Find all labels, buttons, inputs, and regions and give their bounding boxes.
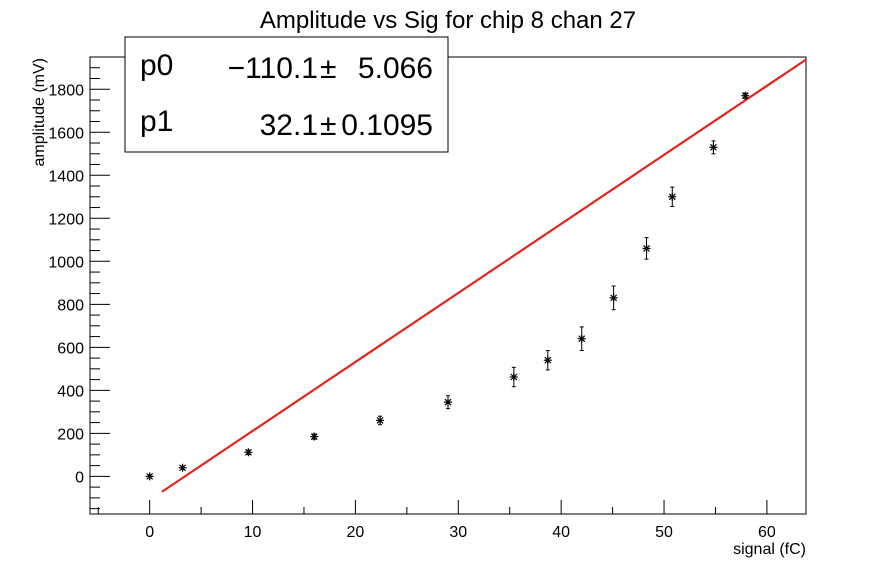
x-tick-label: 50	[655, 524, 673, 541]
marker-stroke	[245, 448, 252, 456]
marker-stroke	[510, 373, 518, 381]
stats-p0-pm: ±	[320, 52, 336, 85]
marker-stroke	[179, 464, 187, 472]
stats-p1-pm: ±	[320, 109, 336, 142]
data-points	[145, 91, 750, 481]
data-point	[543, 350, 552, 371]
y-tick-label: 600	[57, 340, 84, 357]
y-tick-label: 200	[57, 426, 84, 443]
marker-stroke	[643, 244, 650, 252]
x-tick-label: 30	[449, 524, 467, 541]
data-point	[668, 186, 677, 207]
data-point	[509, 366, 518, 388]
data-point	[244, 448, 253, 457]
stats-p1-value: 32.1	[260, 109, 318, 142]
y-tick-label: 0	[75, 469, 84, 486]
stats-p0-error: 5.066	[358, 52, 433, 85]
y-tick-label: 1800	[48, 82, 84, 99]
stats-p1-error: 0.1095	[341, 109, 433, 142]
y-axis-label: amplitude (mV)	[31, 58, 48, 166]
x-axis-label: signal (fC)	[733, 541, 806, 558]
marker-stroke	[668, 193, 676, 201]
y-tick-label: 400	[57, 383, 84, 400]
stats-p0-value: −110.1	[228, 52, 318, 85]
x-tick-label: 40	[552, 524, 570, 541]
marker-stroke	[376, 417, 384, 424]
marker-stroke	[146, 472, 154, 480]
data-point	[444, 395, 452, 410]
data-point	[376, 415, 385, 426]
y-tick-label: 1400	[48, 168, 84, 185]
data-point	[642, 237, 651, 260]
y-tick-label: 1000	[48, 254, 84, 271]
y-tick-label: 1200	[48, 211, 84, 228]
data-point	[741, 91, 750, 100]
marker-stroke	[578, 335, 586, 343]
x-tick-label: 0	[145, 524, 154, 541]
data-point	[310, 432, 319, 441]
data-point	[709, 140, 718, 155]
data-point	[178, 463, 187, 472]
x-tick-label: 20	[347, 524, 365, 541]
stats-p1-name: p1	[140, 105, 173, 138]
fit-stats-box: p0 −110.1 ± 5.066 p1 32.1 ± 0.1095	[124, 36, 449, 153]
axes: 0 10 20 30 40 50 60020040060080010001200140016…	[48, 56, 807, 541]
fit-layer	[161, 58, 807, 493]
chart-title: Amplitude vs Sig for chip 8 chan 27	[260, 7, 636, 34]
marker-stroke	[544, 356, 552, 364]
x-tick-label: 60	[758, 524, 776, 541]
marker-stroke	[741, 92, 749, 100]
x-tick-label: 10	[244, 524, 262, 541]
fit-line	[161, 58, 807, 493]
marker-stroke	[444, 398, 452, 406]
stats-box-frame	[124, 36, 449, 153]
marker-stroke	[709, 143, 717, 151]
marker-stroke	[610, 294, 618, 302]
y-tick-label: 800	[57, 297, 84, 314]
data-point	[577, 326, 586, 352]
data-point	[609, 285, 618, 311]
y-tick-label: 1600	[48, 125, 84, 142]
data-point	[145, 472, 154, 481]
stats-p0-name: p0	[140, 49, 173, 82]
marker-stroke	[310, 433, 318, 441]
